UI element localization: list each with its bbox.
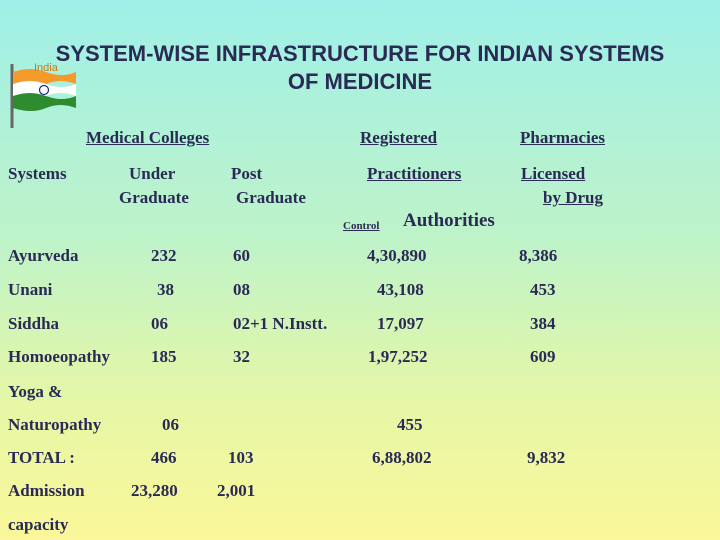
row-pharmacies: 9,832: [527, 448, 566, 467]
row-system: Homoeopathy: [8, 347, 110, 366]
row-system-line-2: capacity: [8, 515, 69, 534]
page-title: SYSTEM-WISE INFRASTRUCTURE FOR INDIAN SY…: [0, 40, 720, 96]
header-by-drug: by Drug: [543, 188, 603, 207]
row-system: TOTAL :: [8, 448, 75, 467]
row-pg: 60: [233, 246, 250, 265]
row-system-line-2: Naturopathy: [8, 415, 102, 434]
row-pg: 103: [228, 448, 254, 467]
header-post-graduate: Graduate: [236, 188, 306, 207]
header-control: Control: [343, 220, 380, 232]
row-practitioners: 43,108: [377, 280, 424, 299]
header-practitioners: Practitioners: [367, 164, 462, 183]
flag-label: India: [34, 62, 58, 74]
header-pharmacies: Pharmacies: [520, 128, 605, 147]
header-registered: Registered: [360, 128, 438, 147]
header-systems: Systems: [8, 164, 67, 183]
row-system: Siddha: [8, 314, 60, 333]
row-pg: 2,001: [217, 481, 256, 500]
row-system: Unani: [8, 280, 53, 299]
row-ug: 185: [151, 347, 177, 366]
row-practitioners: 1,97,252: [368, 347, 428, 366]
row-practitioners: 17,097: [377, 314, 424, 333]
row-practitioners: 4,30,890: [367, 246, 427, 265]
row-pg: 02+1 N.Instt.: [233, 314, 328, 333]
row-system: Ayurveda: [8, 246, 79, 265]
title-line-1: SYSTEM-WISE INFRASTRUCTURE FOR INDIAN SY…: [55, 41, 665, 66]
row-pg: 08: [233, 280, 250, 299]
row-ug: 23,280: [131, 481, 178, 500]
row-ug: 06: [162, 415, 179, 434]
header-under: Under: [129, 164, 176, 183]
header-authorities: Authorities: [403, 210, 495, 231]
header-post: Post: [231, 164, 263, 183]
row-pharmacies: 609: [530, 347, 556, 366]
row-ug: 06: [151, 314, 168, 333]
header-under-graduate: Graduate: [119, 188, 189, 207]
row-practitioners: 455: [397, 415, 423, 434]
row-ug: 466: [151, 448, 177, 467]
row-pharmacies: 8,386: [519, 246, 558, 265]
row-system-line-1: Admission: [8, 481, 85, 500]
title-line-2: OF MEDICINE: [287, 69, 433, 94]
header-medical-colleges: Medical Colleges: [86, 128, 210, 147]
row-pharmacies: 453: [530, 280, 556, 299]
row-pg: 32: [233, 347, 250, 366]
india-flag-icon: [10, 64, 76, 128]
row-practitioners: 6,88,802: [372, 448, 432, 467]
row-system-line-1: Yoga &: [8, 382, 63, 401]
row-ug: 38: [157, 280, 174, 299]
header-licensed: Licensed: [521, 164, 586, 183]
row-ug: 232: [151, 246, 177, 265]
row-pharmacies: 384: [530, 314, 556, 333]
